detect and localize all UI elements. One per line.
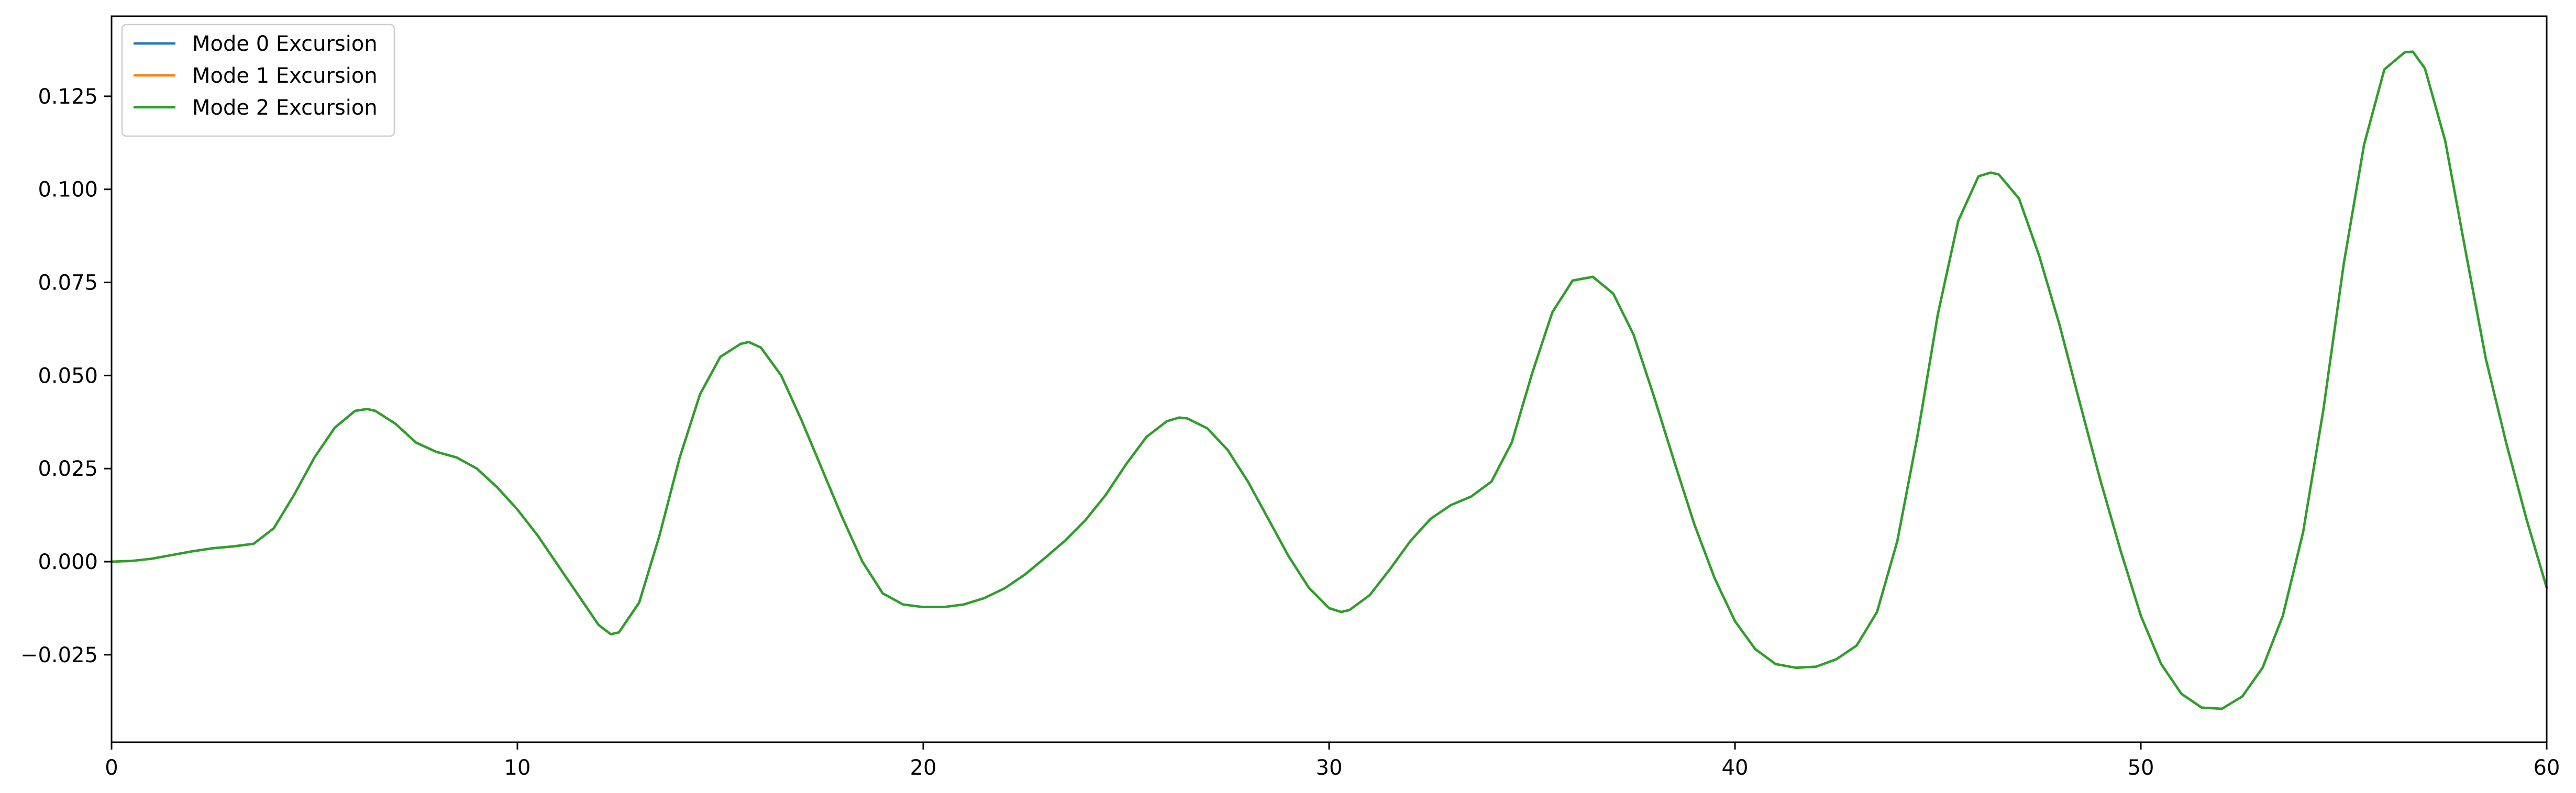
x-axis: 0 10 20 30 40 50 60	[105, 742, 2560, 780]
legend-label-mode-2: Mode 2 Excursion	[192, 96, 378, 120]
legend: Mode 0 Excursion Mode 1 Excursion Mode 2 E…	[121, 24, 395, 137]
series-line-mode-2	[110, 50, 2548, 710]
x-tick-label: 20	[910, 756, 937, 780]
y-tick-label: 0.125	[38, 85, 98, 109]
y-tick-label: −0.025	[20, 643, 98, 667]
x-tick-label: 0	[105, 756, 118, 780]
x-tick-label: 60	[2534, 756, 2560, 780]
y-axis: −0.025 0.000 0.025 0.050 0.075 0.100 0.125	[20, 85, 112, 667]
x-tick-label: 10	[504, 756, 531, 780]
legend-label-mode-0: Mode 0 Excursion	[192, 32, 378, 56]
y-tick-label: 0.100	[38, 178, 98, 202]
series-layer	[110, 50, 2548, 710]
y-tick-label: 0.025	[38, 457, 98, 481]
x-tick-label: 50	[2128, 756, 2154, 780]
x-tick-label: 40	[1722, 756, 1749, 780]
y-tick-label: 0.075	[38, 271, 98, 295]
legend-box	[121, 24, 395, 137]
legend-label-mode-1: Mode 1 Excursion	[192, 64, 378, 88]
y-tick-label: 0.000	[38, 550, 98, 574]
x-tick-label: 30	[1316, 756, 1343, 780]
y-tick-label: 0.050	[38, 364, 98, 388]
